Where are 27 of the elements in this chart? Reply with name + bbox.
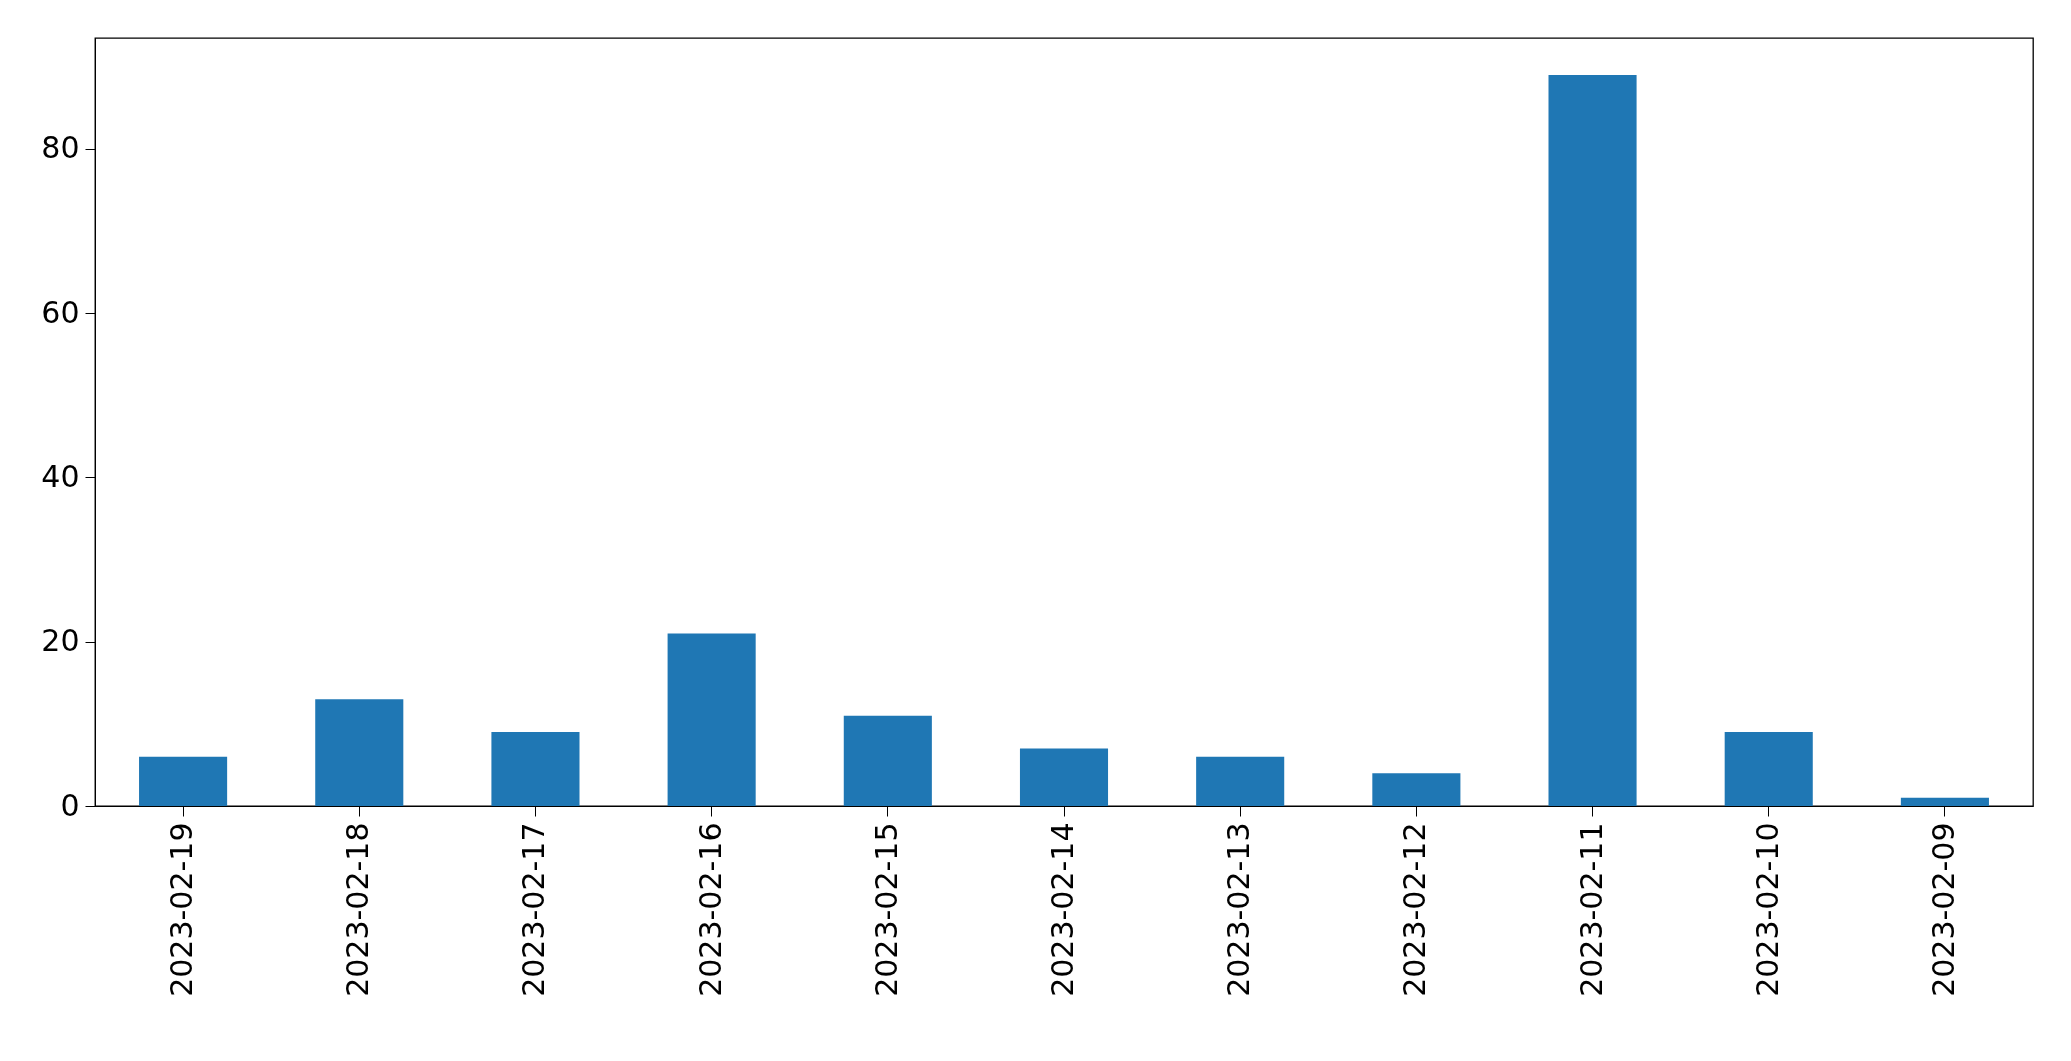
x-tick-label: 2023-02-14 xyxy=(1045,822,1080,997)
x-tick-label: 2023-02-09 xyxy=(1925,822,1961,997)
bar xyxy=(1900,797,1989,806)
x-tick-label: 2023-02-19 xyxy=(164,822,200,997)
bar xyxy=(1372,773,1461,806)
x-tick-label: 2023-02-18 xyxy=(340,822,376,997)
bar xyxy=(1548,74,1637,806)
x-tick-label: 2023-02-17 xyxy=(516,822,552,997)
bar xyxy=(491,732,580,806)
y-tick-label: 0 xyxy=(60,787,80,823)
bar xyxy=(315,699,404,806)
y-tick-label: 60 xyxy=(41,294,80,330)
bar xyxy=(139,756,228,806)
bar xyxy=(1019,748,1109,806)
bar xyxy=(843,715,932,806)
x-tick-label: 2023-02-10 xyxy=(1749,822,1785,997)
x-tick-label: 2023-02-12 xyxy=(1397,822,1433,997)
bar xyxy=(667,633,756,806)
x-tick-label: 2023-02-15 xyxy=(868,822,904,997)
y-tick-label: 40 xyxy=(41,458,80,494)
x-tick-label: 2023-02-11 xyxy=(1573,822,1609,997)
bar xyxy=(1724,732,1813,806)
x-tick-label: 2023-02-16 xyxy=(692,822,728,997)
x-tick-label: 2023-02-13 xyxy=(1221,822,1257,997)
y-tick-label: 20 xyxy=(41,623,80,659)
y-tick-label: 80 xyxy=(41,130,80,166)
bar xyxy=(1196,756,1285,806)
